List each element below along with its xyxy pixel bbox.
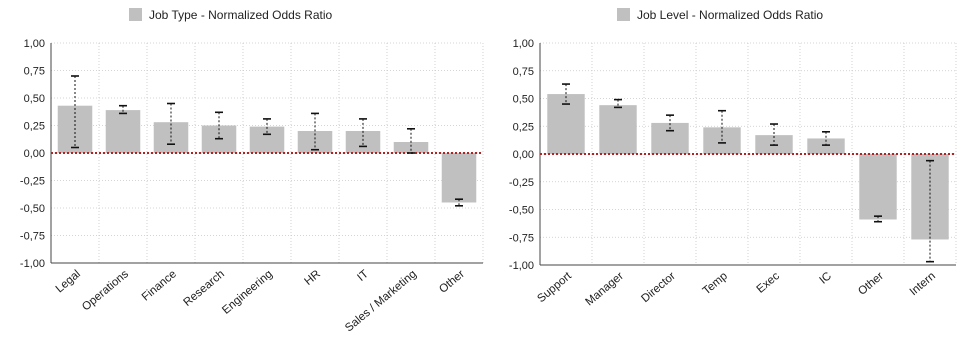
- y-tick-label: 0,00: [24, 148, 45, 160]
- job-type-chart: Job Type - Normalized Odds Ratio 1,00 0,75…: [20, 8, 484, 334]
- x-tick-label: Temp: [701, 270, 730, 297]
- x-tick-label: Support: [535, 270, 574, 306]
- y-tick-label: -1,00: [20, 258, 45, 270]
- y-tick-label: -0,25: [509, 177, 534, 189]
- x-tick-label: IC: [817, 270, 834, 287]
- bar-manager: [599, 105, 637, 154]
- y-tick-label: -0,50: [509, 205, 534, 217]
- bar-operations: [105, 110, 141, 153]
- bar-it: [345, 131, 381, 153]
- y-tick-label: -0,75: [509, 232, 534, 244]
- x-tick-label: Intern: [908, 270, 938, 298]
- y-tick-label: -1,00: [509, 260, 534, 272]
- bar-engineering: [249, 126, 285, 153]
- x-tick-label: IT: [355, 268, 371, 284]
- y-tick-label: 0,25: [24, 121, 45, 133]
- x-tick-label: Finance: [140, 268, 179, 303]
- x-tick-label: Manager: [583, 270, 626, 308]
- y-tick-label: -0,50: [20, 203, 45, 215]
- y-tick-label: 0,00: [513, 149, 534, 161]
- y-tick-label: 1,00: [24, 38, 45, 50]
- bar-other: [859, 154, 897, 220]
- bar-ic: [807, 138, 845, 154]
- bar-support: [547, 94, 585, 154]
- legend-label: Job Type - Normalized Odds Ratio: [149, 8, 333, 22]
- job-level-chart: Job Level - Normalized Odds Ratio 1,00 0,7…: [509, 8, 957, 308]
- x-tick-label: Legal: [54, 268, 83, 295]
- y-tick-label: 1,00: [513, 38, 534, 50]
- bar-finance: [153, 122, 189, 153]
- y-tick-label: 0,25: [513, 121, 534, 133]
- x-tick-label: Director: [639, 270, 678, 305]
- x-tick-label: Other: [437, 268, 467, 296]
- bar-sales-marketing: [393, 142, 429, 153]
- x-tick-label: Operations: [80, 268, 131, 314]
- legend-swatch: [129, 8, 142, 21]
- legend-swatch: [617, 8, 630, 21]
- y-tick-label: 0,75: [24, 66, 45, 78]
- legend-label: Job Level - Normalized Odds Ratio: [637, 8, 823, 22]
- y-tick-label: -0,25: [20, 176, 45, 188]
- x-tick-label: Sales / Marketing: [343, 268, 419, 334]
- bar-other: [441, 153, 477, 203]
- x-tick-label: Exec: [755, 270, 782, 296]
- y-tick-label: -0,75: [20, 231, 45, 243]
- x-tick-label: Research: [182, 268, 227, 309]
- x-tick-label: HR: [302, 268, 322, 288]
- y-tick-label: 0,75: [513, 66, 534, 78]
- y-tick-label: 0,50: [513, 94, 534, 106]
- x-tick-label: Engineering: [220, 268, 275, 317]
- y-tick-label: 0,50: [24, 93, 45, 105]
- x-tick-label: Other: [856, 270, 886, 298]
